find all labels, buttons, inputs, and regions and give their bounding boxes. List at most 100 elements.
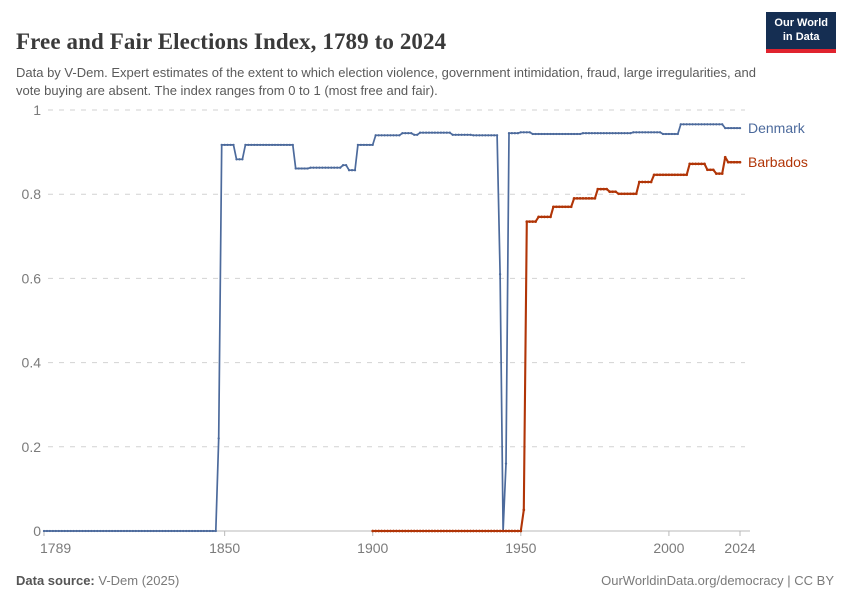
series-marker-denmark bbox=[623, 132, 626, 135]
series-marker-denmark bbox=[75, 529, 78, 533]
series-marker-denmark bbox=[703, 123, 706, 126]
series-marker-denmark bbox=[330, 166, 333, 169]
series-marker-denmark bbox=[143, 529, 146, 533]
series-marker-barbados bbox=[525, 220, 529, 223]
series-marker-denmark bbox=[128, 529, 132, 533]
series-marker-barbados bbox=[637, 180, 641, 184]
series-marker-denmark bbox=[510, 132, 514, 135]
series-marker-denmark bbox=[108, 529, 111, 533]
series-marker-barbados bbox=[629, 192, 632, 196]
series-marker-denmark bbox=[572, 132, 576, 136]
series-marker-denmark bbox=[700, 123, 703, 126]
series-marker-barbados bbox=[483, 529, 487, 533]
series-marker-denmark bbox=[439, 131, 443, 134]
series-marker-denmark bbox=[667, 132, 671, 136]
data-source-value: V-Dem (2025) bbox=[98, 573, 180, 588]
series-marker-denmark bbox=[270, 143, 274, 147]
series-marker-barbados bbox=[626, 192, 629, 196]
series-marker-denmark bbox=[93, 529, 96, 533]
series-marker-denmark bbox=[238, 158, 241, 161]
series-marker-barbados bbox=[460, 529, 463, 533]
series-marker-barbados bbox=[371, 529, 375, 533]
series-marker-denmark bbox=[691, 123, 694, 126]
series-marker-denmark bbox=[264, 143, 268, 147]
series-marker-barbados bbox=[738, 160, 742, 164]
series-marker-barbados bbox=[395, 529, 398, 533]
chart-subtitle: Data by V-Dem. Expert estimates of the e… bbox=[16, 65, 756, 99]
series-marker-barbados bbox=[632, 192, 635, 196]
series-marker-barbados bbox=[596, 187, 600, 191]
series-marker-denmark bbox=[484, 134, 487, 137]
series-marker-barbados bbox=[691, 162, 694, 166]
series-marker-denmark bbox=[63, 529, 66, 533]
series-marker-barbados bbox=[409, 529, 413, 533]
series-marker-barbados bbox=[697, 162, 700, 166]
series-marker-barbados bbox=[534, 220, 537, 223]
chart-footer: Data source: V-Dem (2025) OurWorldinData… bbox=[16, 573, 834, 588]
series-marker-denmark bbox=[193, 529, 197, 533]
series-marker-denmark bbox=[350, 169, 354, 172]
series-marker-denmark bbox=[167, 529, 170, 533]
series-marker-barbados bbox=[392, 529, 395, 533]
series-marker-barbados bbox=[572, 197, 576, 200]
series-marker-denmark bbox=[72, 529, 75, 533]
series-marker-denmark bbox=[327, 166, 330, 169]
x-tick-label: 1950 bbox=[505, 540, 536, 556]
series-marker-denmark bbox=[442, 131, 445, 134]
series-marker-denmark bbox=[570, 132, 573, 136]
series-marker-denmark bbox=[359, 143, 363, 147]
series-marker-denmark bbox=[256, 143, 259, 147]
series-marker-denmark bbox=[69, 529, 72, 533]
series-marker-barbados bbox=[480, 529, 484, 533]
series-marker-denmark bbox=[626, 132, 629, 135]
series-marker-barbados bbox=[451, 529, 455, 533]
series-marker-denmark bbox=[682, 123, 685, 126]
series-marker-denmark bbox=[389, 134, 392, 137]
series-marker-barbados bbox=[566, 205, 570, 209]
series-marker-barbados bbox=[501, 529, 505, 533]
series-marker-barbados bbox=[389, 529, 392, 533]
series-marker-barbados bbox=[433, 529, 437, 533]
series-marker-denmark bbox=[187, 529, 191, 533]
series-marker-denmark bbox=[362, 143, 366, 147]
series-marker-denmark bbox=[146, 529, 149, 533]
series-marker-denmark bbox=[226, 143, 229, 147]
series-marker-barbados bbox=[401, 529, 404, 533]
series-marker-denmark bbox=[575, 132, 579, 136]
series-marker-denmark bbox=[318, 166, 321, 169]
series-marker-barbados bbox=[661, 173, 665, 177]
series-marker-barbados bbox=[688, 162, 692, 166]
series-marker-barbados bbox=[735, 160, 739, 164]
series-marker-denmark bbox=[392, 134, 395, 137]
series-marker-barbados bbox=[563, 205, 567, 209]
series-marker-barbados bbox=[590, 197, 594, 200]
series-marker-denmark bbox=[655, 131, 659, 134]
series-marker-barbados bbox=[623, 192, 626, 196]
series-marker-denmark bbox=[564, 132, 567, 136]
series-marker-denmark bbox=[528, 131, 531, 134]
series-marker-denmark bbox=[306, 167, 309, 170]
series-marker-denmark bbox=[383, 134, 386, 137]
series-marker-barbados bbox=[421, 529, 425, 533]
series-marker-denmark bbox=[66, 529, 69, 533]
series-marker-barbados bbox=[489, 529, 493, 533]
series-marker-barbados bbox=[703, 162, 706, 166]
series-marker-denmark bbox=[232, 143, 235, 147]
series-marker-barbados bbox=[380, 529, 383, 533]
series-marker-denmark bbox=[552, 132, 555, 136]
series-marker-denmark bbox=[738, 126, 742, 130]
series-marker-barbados bbox=[412, 529, 416, 533]
series-marker-barbados bbox=[383, 529, 386, 533]
series-marker-denmark bbox=[475, 134, 478, 137]
series-marker-barbados bbox=[649, 180, 653, 184]
series-marker-denmark bbox=[460, 133, 463, 136]
series-marker-barbados bbox=[418, 529, 422, 533]
series-marker-denmark bbox=[110, 529, 114, 533]
series-marker-denmark bbox=[712, 123, 715, 126]
series-marker-barbados bbox=[519, 529, 523, 533]
series-marker-barbados bbox=[732, 160, 736, 164]
series-marker-denmark bbox=[599, 132, 602, 135]
series-marker-barbados bbox=[569, 205, 573, 209]
series-marker-barbados bbox=[472, 529, 475, 533]
series-marker-denmark bbox=[211, 529, 214, 533]
